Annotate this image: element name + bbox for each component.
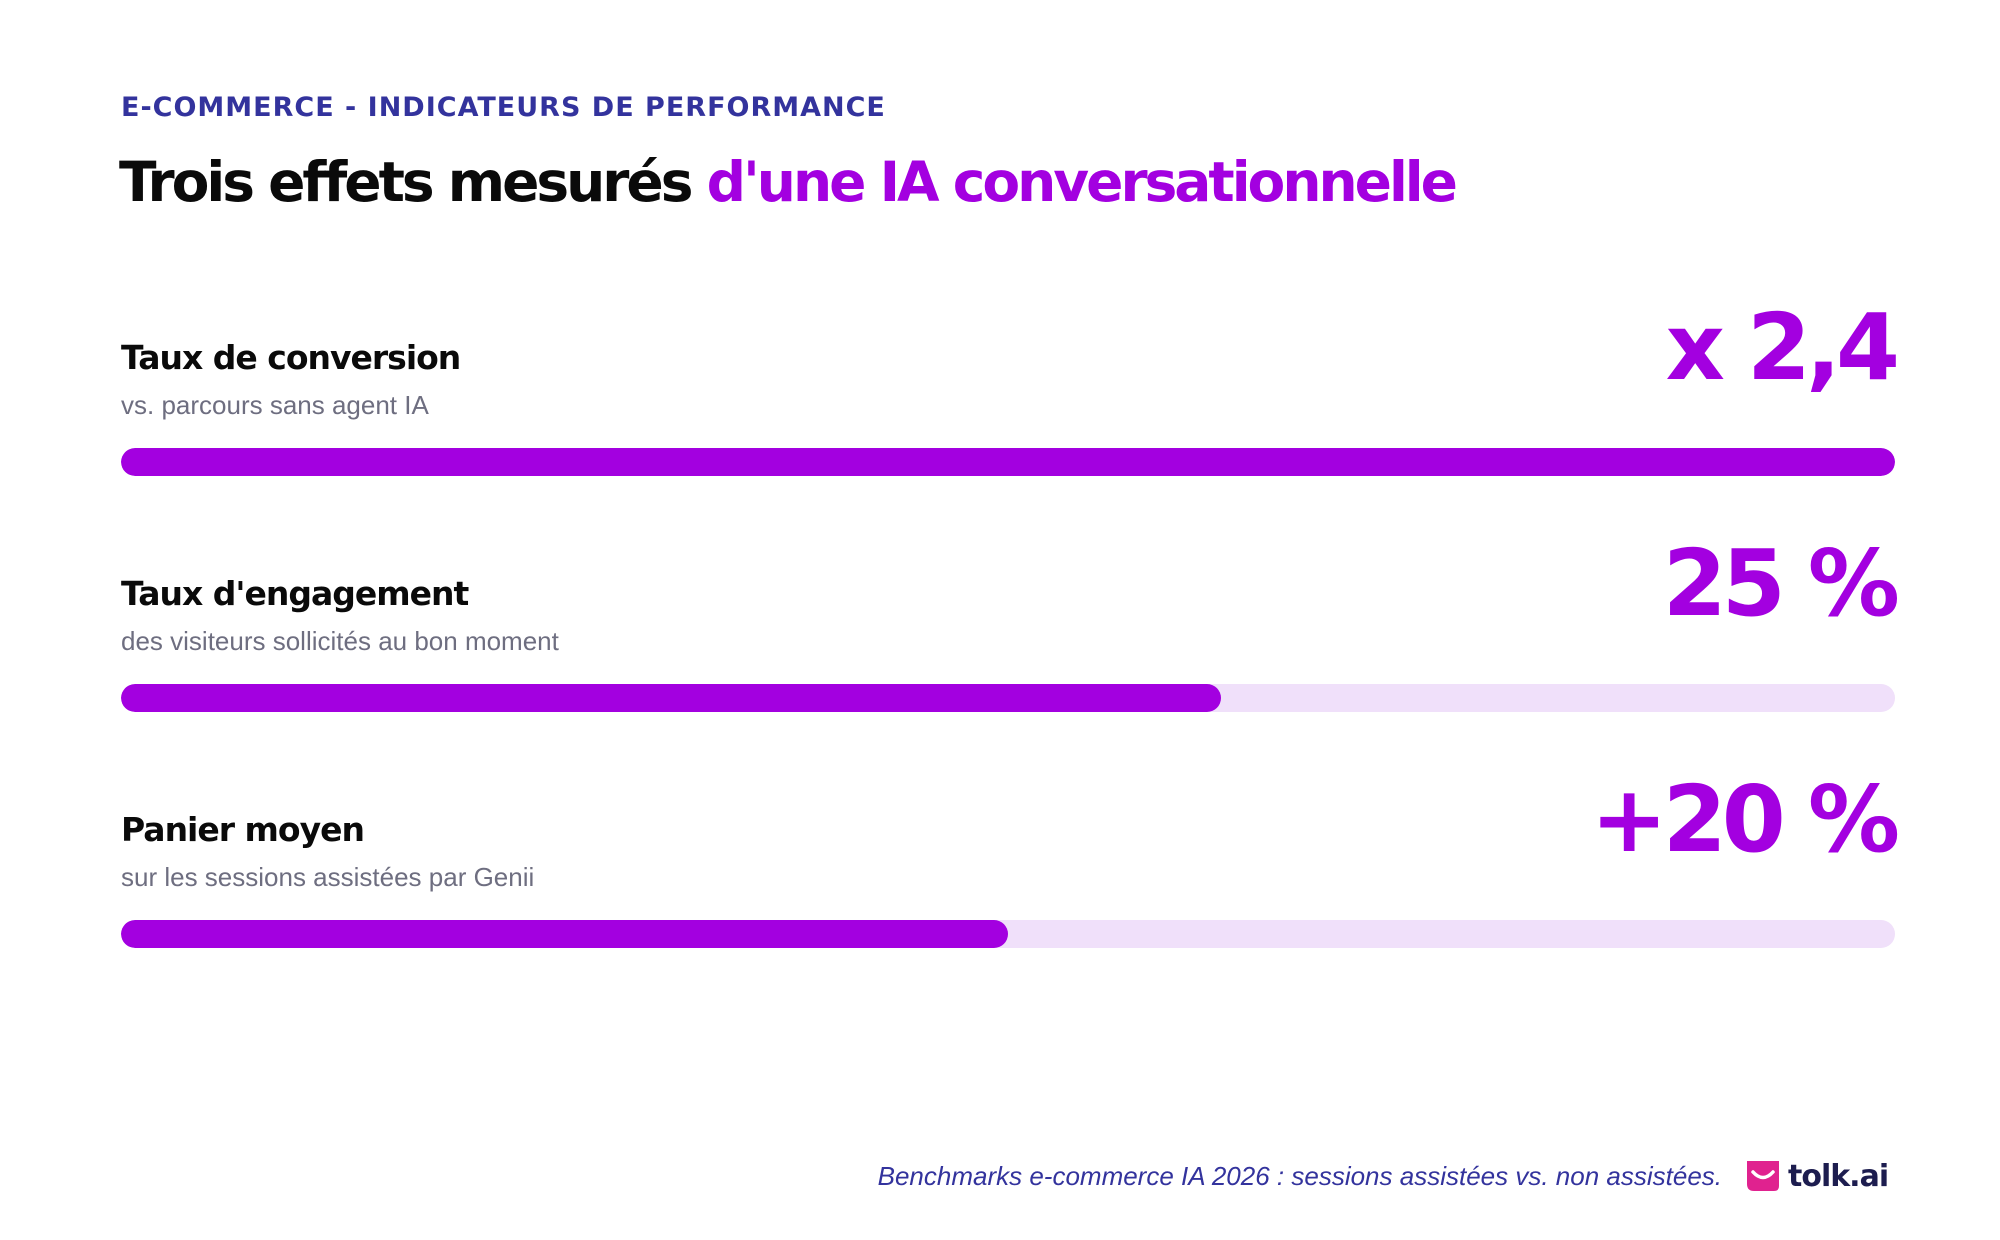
metric-value-label: +20 % (1590, 766, 1900, 873)
metric-label: Taux d'engagement (121, 574, 469, 613)
metric-subtitle: vs. parcours sans agent IA (121, 390, 429, 420)
bar-fill-panier (121, 920, 1008, 948)
eyebrow-label: E-COMMERCE - INDICATEURS DE PERFORMANCE (121, 92, 886, 123)
bar-track (121, 920, 1895, 948)
metric-row-conversion: Taux de conversion vs. parcours sans agen… (121, 294, 1900, 478)
bar-fill-conversion (121, 448, 1895, 476)
metric-value-label: x 2,4 (1665, 294, 1900, 401)
title-main: Trois effets mesurés (119, 150, 693, 214)
tolk-smile-logo-icon (1747, 1161, 1779, 1191)
page-title: Trois effets mesurés d'une IA conversati… (119, 150, 1458, 214)
metric-row-engagement: Taux d'engagement des visiteurs sollicité… (121, 530, 1900, 714)
bar-track (121, 448, 1895, 476)
bar-track (121, 684, 1895, 712)
logo-text: tolk.ai (1788, 1158, 1889, 1194)
tolk-logo: tolk.ai (1744, 1158, 1889, 1194)
metric-subtitle: des visiteurs sollicités au bon moment (121, 626, 559, 656)
metric-value-label: 25 % (1662, 530, 1900, 637)
source-note: Benchmarks e-commerce IA 2026 : sessions… (877, 1161, 1722, 1191)
title-accent: d'une IA conversationnelle (706, 150, 1458, 214)
bar-fill-engagement (121, 684, 1221, 712)
metric-label: Panier moyen (121, 810, 365, 849)
metric-subtitle: sur les sessions assistées par Genii (121, 862, 535, 892)
metric-label: Taux de conversion (121, 338, 461, 377)
metric-row-panier: Panier moyen sur les sessions assistées p… (121, 766, 1900, 950)
